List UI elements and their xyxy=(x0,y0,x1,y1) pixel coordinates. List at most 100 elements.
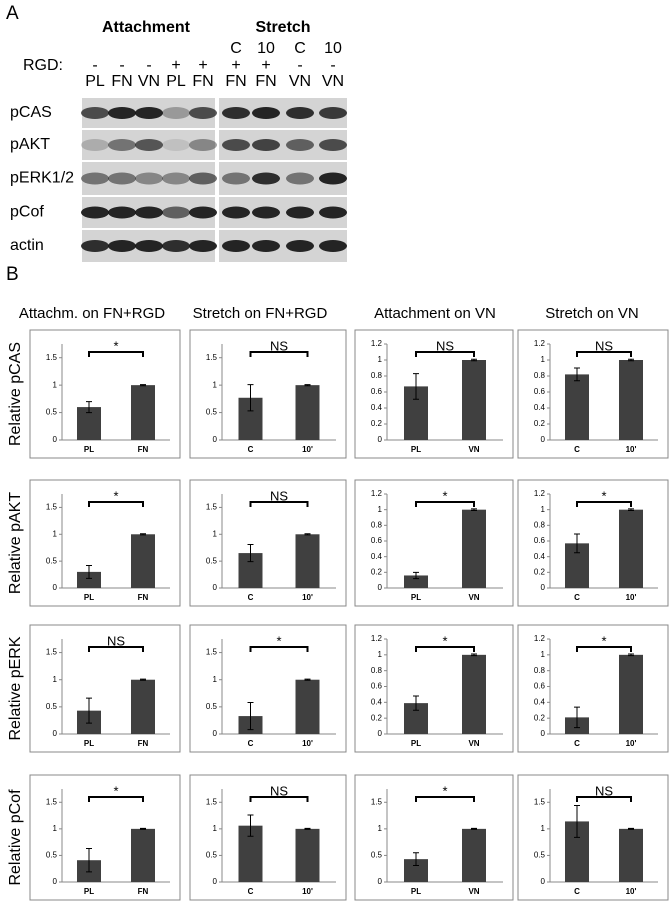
significance-bracket xyxy=(415,646,475,652)
y-tick-label: 0.6 xyxy=(371,387,383,396)
y-tick-label: 0 xyxy=(378,583,383,592)
blot-label: pAKT xyxy=(10,136,50,153)
error-bar xyxy=(471,508,477,511)
bar xyxy=(619,654,643,734)
significance-bracket xyxy=(249,646,309,652)
y-tick-label: 0.4 xyxy=(371,552,383,561)
lane-substrate: FN xyxy=(192,73,213,90)
error-bar xyxy=(304,384,311,387)
error-bar xyxy=(628,827,634,830)
blot-band xyxy=(135,240,163,252)
blot-label: actin xyxy=(10,237,44,254)
significance-bracket xyxy=(415,351,475,357)
error-bar xyxy=(413,695,419,711)
blot-band xyxy=(222,240,250,252)
error-bar xyxy=(247,543,254,563)
blot-band xyxy=(222,107,250,119)
y-tick-label: 0.6 xyxy=(534,682,546,691)
y-tick-label: 0.2 xyxy=(534,419,546,428)
column-title: Attachm. on FN+RGD xyxy=(19,305,165,322)
significance-bracket xyxy=(88,501,144,507)
x-tick-label: C xyxy=(248,593,254,602)
error-bar xyxy=(140,678,146,681)
error-bar xyxy=(413,852,419,867)
row-label: Relative pERK xyxy=(7,636,24,740)
lane-rgd: + xyxy=(171,57,180,74)
y-tick-label: 0 xyxy=(53,877,58,886)
y-tick-label: 0 xyxy=(53,583,58,592)
bar xyxy=(131,534,155,588)
y-tick-label: 1.2 xyxy=(534,634,546,643)
x-tick-label: 10' xyxy=(626,445,637,454)
x-tick-label: PL xyxy=(84,445,94,454)
x-tick-label: 10' xyxy=(626,739,637,748)
chart-frame xyxy=(517,624,669,753)
y-tick-label: 0.5 xyxy=(46,702,58,711)
y-tick-label: 1.5 xyxy=(534,797,546,806)
y-tick-label: 0 xyxy=(213,729,218,738)
lane-substrate: FN xyxy=(225,73,246,90)
y-tick-label: 0.8 xyxy=(534,371,546,380)
y-tick-label: 1.5 xyxy=(46,503,58,512)
column-title: Stretch on VN xyxy=(545,305,638,322)
lane-substrate: VN xyxy=(289,73,311,90)
error-bar xyxy=(574,804,580,838)
significance-bracket xyxy=(249,501,309,507)
error-bar xyxy=(247,814,254,837)
significance-label: * xyxy=(113,338,118,353)
bar xyxy=(131,385,155,440)
error-bar xyxy=(304,678,311,681)
lane-rgd: - xyxy=(119,57,124,74)
blot-band xyxy=(252,139,280,151)
blot-band xyxy=(286,107,314,119)
x-tick-label: C xyxy=(574,887,580,896)
lane-rgd: + xyxy=(261,57,270,74)
chart-frame xyxy=(29,329,181,459)
y-tick-label: 1.2 xyxy=(371,339,383,348)
lane-rgd: + xyxy=(198,57,207,74)
chart-frame xyxy=(189,624,347,753)
y-tick-label: 1 xyxy=(53,824,58,833)
x-tick-label: 10' xyxy=(302,593,313,602)
group-title: Attachment xyxy=(102,19,191,36)
y-tick-label: 1 xyxy=(378,505,383,514)
error-bar xyxy=(628,508,634,511)
error-bar xyxy=(304,827,311,830)
blot-band xyxy=(189,139,217,151)
chart-frame xyxy=(517,774,669,901)
significance-label: NS xyxy=(270,338,288,353)
rgd-label: RGD: xyxy=(23,57,63,74)
column-title: Stretch on FN+RGD xyxy=(193,305,328,322)
chart-frame xyxy=(29,479,181,607)
y-tick-label: 0.5 xyxy=(46,408,58,417)
significance-label: NS xyxy=(436,338,454,353)
row-label: Relative pAKT xyxy=(7,492,24,594)
lane-substrate: VN xyxy=(322,73,344,90)
x-tick-label: C xyxy=(574,593,580,602)
x-tick-label: VN xyxy=(468,445,479,454)
y-tick-label: 1.2 xyxy=(534,489,546,498)
panel-label: A xyxy=(6,3,19,24)
y-tick-label: 1 xyxy=(541,355,546,364)
y-tick-label: 0.2 xyxy=(371,419,383,428)
significance-label: * xyxy=(442,633,447,648)
significance-bracket xyxy=(576,646,632,652)
x-tick-label: VN xyxy=(468,739,479,748)
row-label: Relative pCAS xyxy=(7,342,24,446)
chart-frame xyxy=(517,479,669,607)
significance-label: * xyxy=(442,488,447,503)
y-tick-label: 0.4 xyxy=(534,403,546,412)
error-bar xyxy=(628,358,634,362)
y-tick-label: 1 xyxy=(213,824,218,833)
y-tick-label: 1 xyxy=(378,824,383,833)
significance-label: * xyxy=(601,633,606,648)
blot-label: pCAS xyxy=(10,104,52,121)
y-tick-label: 1.5 xyxy=(371,797,383,806)
error-bar xyxy=(140,384,146,387)
significance-label: NS xyxy=(595,338,613,353)
blot-band xyxy=(162,139,190,151)
y-tick-label: 0.5 xyxy=(46,556,58,565)
chart-frame xyxy=(189,774,347,901)
significance-bracket xyxy=(415,501,475,507)
bar xyxy=(619,360,643,440)
